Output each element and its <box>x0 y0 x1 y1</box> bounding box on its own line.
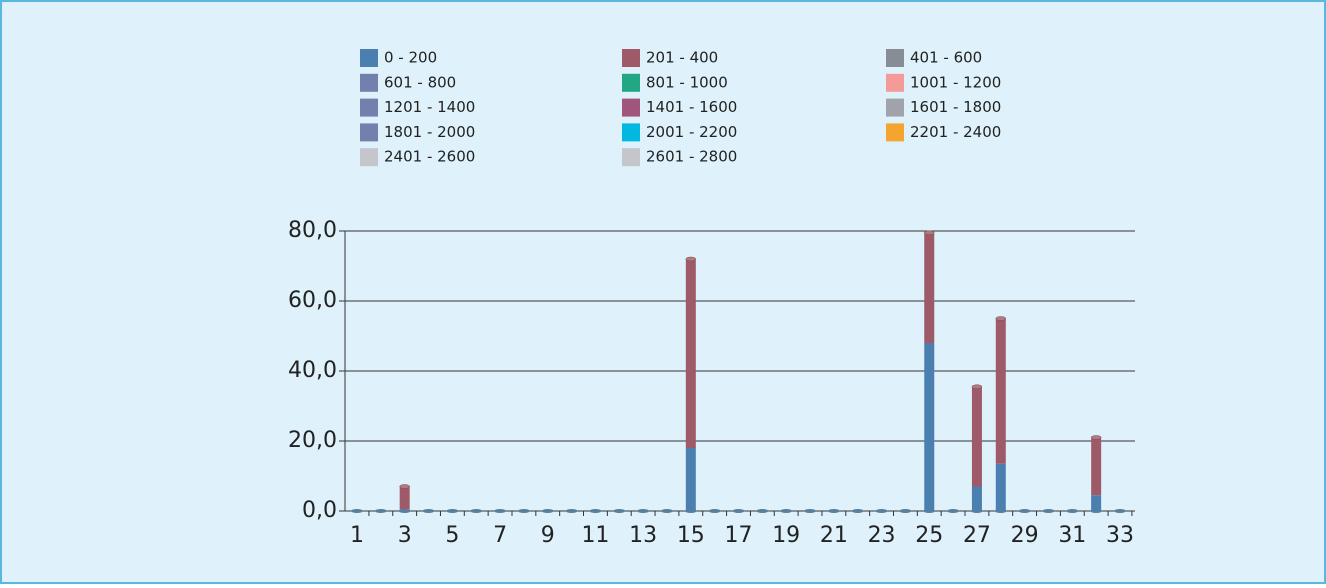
x-tick-label: 23 <box>868 523 896 548</box>
bar-base <box>589 509 602 513</box>
y-tick-label: 60,0 <box>288 288 337 313</box>
legend-label: 1601 - 1800 <box>910 98 1001 116</box>
bar-segment <box>399 486 410 510</box>
legend-label: 1801 - 2000 <box>384 123 475 141</box>
legend-label: 1001 - 1200 <box>910 73 1001 91</box>
x-tick-label: 15 <box>677 523 705 548</box>
legend-label: 1401 - 1600 <box>646 98 737 116</box>
bar-base <box>374 509 387 513</box>
bar-base <box>494 509 507 513</box>
legend-swatch <box>360 123 378 142</box>
x-tick-label: 9 <box>541 523 555 548</box>
bar-base <box>422 509 435 513</box>
x-tick-label: 27 <box>963 523 991 548</box>
bar-base <box>732 509 745 513</box>
bar-segment <box>995 318 1006 464</box>
bar-cap <box>995 316 1007 321</box>
legend-swatch <box>886 49 904 67</box>
bar-segment <box>685 448 696 511</box>
bar-base <box>1066 509 1079 513</box>
bar-base <box>780 509 793 513</box>
legend-label: 2601 - 2800 <box>646 148 737 166</box>
bar-base <box>875 509 888 513</box>
bar-base <box>1114 509 1126 513</box>
bar-base <box>804 509 817 513</box>
bar-base <box>541 509 554 513</box>
bar-cap <box>1090 435 1102 440</box>
bar-base <box>708 509 721 513</box>
x-tick-label: 3 <box>398 523 412 548</box>
x-tick-label: 17 <box>725 523 753 548</box>
legend-label: 2001 - 2200 <box>646 123 737 141</box>
legend-swatch <box>886 98 904 117</box>
bar-segment <box>1091 437 1102 496</box>
bar-base <box>613 509 626 513</box>
bar-cap <box>685 256 697 262</box>
legend-swatch <box>622 148 640 167</box>
y-tick-label: 40,0 <box>288 358 337 383</box>
x-tick-label: 7 <box>493 523 507 548</box>
bar-base <box>947 509 960 513</box>
bar-segment <box>399 509 410 511</box>
x-tick-label: 21 <box>820 523 848 548</box>
bar-base <box>899 509 912 513</box>
legend-label: 2401 - 2600 <box>384 148 475 166</box>
bar-segment <box>1091 495 1102 511</box>
bar-segment <box>924 232 935 343</box>
x-tick-label: 13 <box>629 523 657 548</box>
legend-swatch <box>360 73 378 92</box>
bar-base <box>827 509 840 513</box>
legend-swatch <box>622 73 640 92</box>
legend-label: 0 - 200 <box>384 49 437 67</box>
bar-base <box>1018 509 1031 513</box>
x-tick-label: 33 <box>1106 523 1134 548</box>
bar-cap <box>971 384 983 389</box>
x-tick-label: 25 <box>915 523 943 548</box>
bar-base <box>470 509 483 513</box>
bar-base <box>517 509 530 513</box>
bar-cap <box>924 230 935 235</box>
legend-label: 201 - 400 <box>646 49 718 67</box>
bar-cap <box>399 484 410 489</box>
legend-swatch <box>622 98 640 117</box>
legend-swatch <box>886 73 904 92</box>
bar-base <box>660 509 673 513</box>
y-tick-label: 80,0 <box>288 218 337 243</box>
bar-segment <box>685 259 696 448</box>
bar-base <box>351 509 363 513</box>
bar-segment <box>924 343 935 511</box>
legend-swatch <box>886 123 904 142</box>
bar-base <box>637 509 650 513</box>
legend-label: 1201 - 1400 <box>384 98 475 116</box>
x-tick-label: 1 <box>350 523 364 548</box>
x-tick-label: 29 <box>1011 523 1039 548</box>
bar-base <box>851 509 864 513</box>
legend-swatch <box>360 148 378 167</box>
legend-swatch <box>622 123 640 142</box>
y-tick-label: 20,0 <box>288 428 337 453</box>
legend-swatch <box>360 49 378 67</box>
legend-swatch <box>360 98 378 117</box>
bar-segment <box>971 486 982 511</box>
legend-label: 401 - 600 <box>910 49 982 67</box>
y-tick-label: 0,0 <box>302 498 337 523</box>
x-tick-label: 19 <box>772 523 800 548</box>
bar-base <box>1042 509 1055 513</box>
bar-base <box>446 509 459 513</box>
legend-swatch <box>622 49 640 67</box>
x-tick-label: 11 <box>581 523 609 548</box>
bar-base <box>565 509 578 513</box>
bar-segment <box>995 463 1006 511</box>
x-tick-label: 5 <box>445 523 459 548</box>
x-tick-label: 31 <box>1058 523 1086 548</box>
legend-label: 2201 - 2400 <box>910 123 1001 141</box>
bar-base <box>756 509 769 513</box>
legend-label: 801 - 1000 <box>646 73 728 91</box>
legend-label: 601 - 800 <box>384 73 456 91</box>
bar-segment <box>971 386 982 487</box>
